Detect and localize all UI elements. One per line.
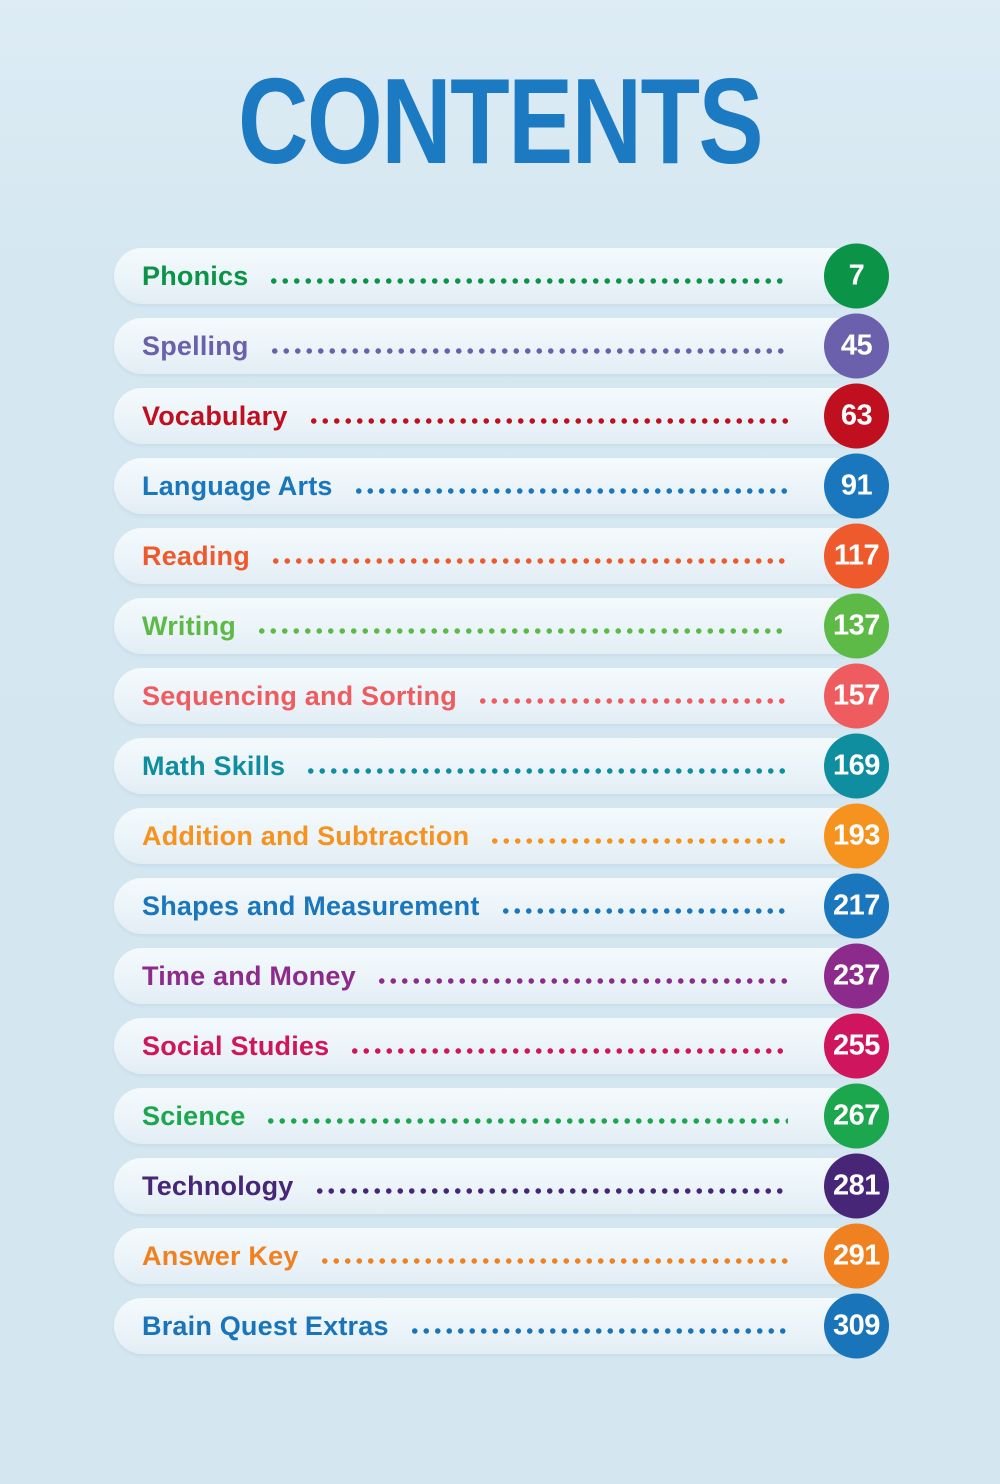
page-number: 169 xyxy=(833,749,880,782)
contents-list: Phonics 7 Spelling 45 Vocabulary 63 Lang… xyxy=(114,243,889,1359)
contents-row: Phonics 7 xyxy=(114,243,889,309)
chapter-label: Spelling xyxy=(142,330,249,361)
dotted-leader xyxy=(307,418,788,424)
contents-row: Shapes and Measurement 217 xyxy=(114,873,889,939)
dotted-leader xyxy=(352,488,788,494)
contents-row: Answer Key 291 xyxy=(114,1223,889,1289)
contents-row: Sequencing and Sorting 157 xyxy=(114,663,889,729)
chapter-label: Social Studies xyxy=(142,1030,330,1061)
contents-row: Reading 117 xyxy=(114,523,889,589)
page-number: 309 xyxy=(833,1309,880,1342)
dotted-leader xyxy=(318,1258,788,1264)
contents-row: Brain Quest Extras 309 xyxy=(114,1293,889,1359)
dotted-leader xyxy=(269,558,788,564)
page-number-badge: 45 xyxy=(824,313,889,379)
page-number: 117 xyxy=(833,539,880,572)
page-number-badge: 237 xyxy=(824,943,889,1009)
dotted-leader xyxy=(375,978,788,984)
contents-row: Spelling 45 xyxy=(114,313,889,379)
page-number-badge: 291 xyxy=(824,1223,889,1289)
contents-row: Writing 137 xyxy=(114,593,889,659)
page-number: 193 xyxy=(833,819,880,852)
dotted-leader xyxy=(268,278,788,284)
contents-row: Social Studies 255 xyxy=(114,1013,889,1079)
dotted-leader xyxy=(265,1118,788,1124)
page-number-badge: 255 xyxy=(824,1013,889,1079)
page-number-badge: 193 xyxy=(824,803,889,869)
page-number-badge: 169 xyxy=(824,733,889,799)
chapter-label: Technology xyxy=(142,1170,294,1201)
chapter-label: Reading xyxy=(142,540,250,571)
page-number: 267 xyxy=(833,1099,880,1132)
page-number-badge: 7 xyxy=(824,243,889,309)
chapter-label: Shapes and Measurement xyxy=(142,890,480,921)
contents-row: Science 267 xyxy=(114,1083,889,1149)
dotted-leader xyxy=(305,768,788,774)
page-number-badge: 217 xyxy=(824,873,889,939)
dotted-leader xyxy=(313,1188,788,1194)
page-number-badge: 281 xyxy=(824,1153,889,1219)
page-number-badge: 117 xyxy=(824,523,889,589)
page-number: 7 xyxy=(848,259,865,292)
chapter-label: Math Skills xyxy=(142,750,286,781)
page-title: CONTENTS xyxy=(238,53,764,189)
page-number: 255 xyxy=(833,1029,880,1062)
chapter-label: Brain Quest Extras xyxy=(142,1310,389,1341)
dotted-leader xyxy=(349,1048,788,1054)
chapter-label: Addition and Subtraction xyxy=(142,820,470,851)
dotted-leader xyxy=(408,1328,788,1334)
page-number: 45 xyxy=(840,329,873,362)
page-number: 291 xyxy=(833,1239,880,1272)
page-number: 63 xyxy=(840,399,873,432)
page-number-badge: 91 xyxy=(824,453,889,519)
page-number-badge: 157 xyxy=(824,663,889,729)
page-number-badge: 267 xyxy=(824,1083,889,1149)
page-number: 157 xyxy=(833,679,880,712)
page-number-badge: 309 xyxy=(824,1293,889,1359)
contents-row: Technology 281 xyxy=(114,1153,889,1219)
page-number-badge: 63 xyxy=(824,383,889,449)
page-number-badge: 137 xyxy=(824,593,889,659)
dotted-leader xyxy=(268,348,788,354)
contents-row: Language Arts 91 xyxy=(114,453,889,519)
chapter-label: Phonics xyxy=(142,260,249,291)
chapter-label: Vocabulary xyxy=(142,400,288,431)
contents-row: Time and Money 237 xyxy=(114,943,889,1009)
page-number: 137 xyxy=(833,609,880,642)
contents-row: Vocabulary 63 xyxy=(114,383,889,449)
dotted-leader xyxy=(476,698,788,704)
contents-page: CONTENTS Phonics 7 Spelling 45 Vocabular… xyxy=(0,53,1000,1359)
dotted-leader xyxy=(255,628,788,634)
contents-row: Math Skills 169 xyxy=(114,733,889,799)
contents-row: Addition and Subtraction 193 xyxy=(114,803,889,869)
dotted-leader xyxy=(489,838,788,844)
dotted-leader xyxy=(499,908,788,914)
page-number: 217 xyxy=(833,889,880,922)
page-number: 237 xyxy=(833,959,880,992)
chapter-label: Science xyxy=(142,1100,246,1131)
chapter-label: Writing xyxy=(142,610,236,641)
page-number: 281 xyxy=(833,1169,880,1202)
chapter-label: Answer Key xyxy=(142,1240,299,1271)
chapter-label: Sequencing and Sorting xyxy=(142,680,457,711)
chapter-label: Time and Money xyxy=(142,960,356,991)
page-number: 91 xyxy=(840,469,873,502)
chapter-label: Language Arts xyxy=(142,470,333,501)
